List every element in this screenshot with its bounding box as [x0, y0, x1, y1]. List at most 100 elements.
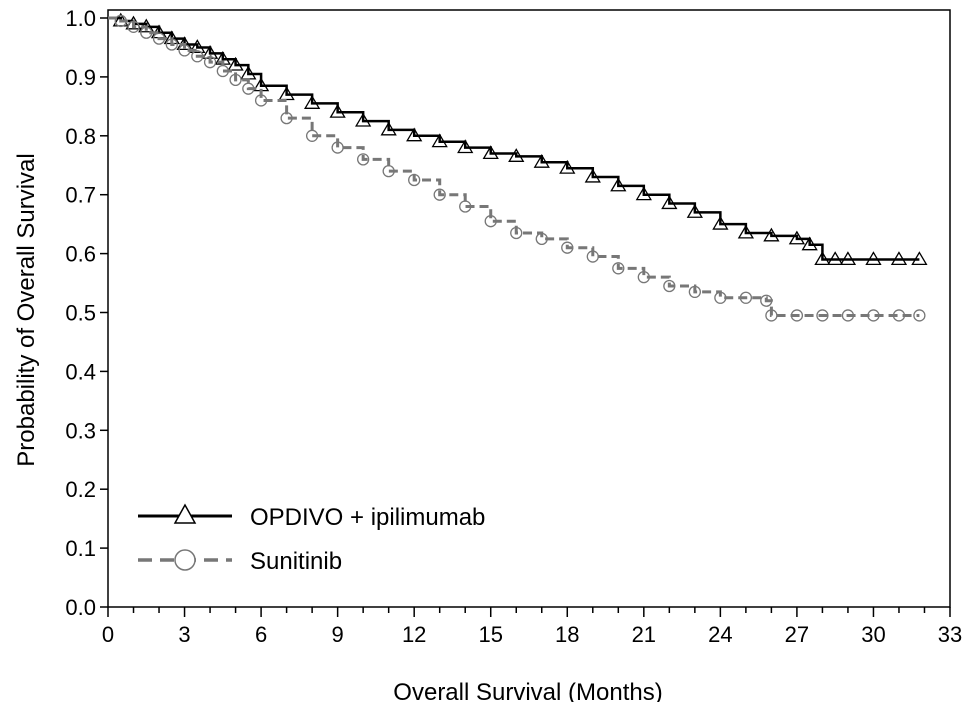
y-tick-label: 0.9 [65, 65, 96, 90]
censor-marker [763, 227, 780, 242]
censor-marker [189, 39, 206, 53]
censor-marker [114, 14, 127, 28]
series-sunitinib [108, 14, 926, 322]
plot-frame [107, 9, 951, 608]
censor-marker [867, 309, 880, 322]
censor-marker [827, 251, 844, 266]
censor-marker [508, 148, 525, 162]
censor-marker [216, 64, 229, 78]
censor-marker [229, 73, 242, 86]
censor-marker [890, 251, 908, 266]
survival-curve [108, 16, 920, 261]
legend: OPDIVO + ipilimumab Sunitinib [138, 503, 485, 575]
censor-marker [482, 145, 499, 160]
x-tick-label: 12 [402, 622, 426, 647]
censor-marker [152, 32, 166, 45]
censor-marker [191, 50, 204, 63]
x-tick-label: 24 [708, 622, 732, 647]
y-tick-label: 0.1 [65, 536, 96, 561]
censor-marker [737, 224, 755, 239]
censor-marker [661, 195, 678, 210]
censor-marker [203, 56, 217, 69]
censor-marker [637, 271, 650, 284]
censor-marker [814, 251, 831, 266]
x-tick-label: 21 [632, 622, 656, 647]
legend-triangle-icon [173, 503, 197, 524]
censor-marker [278, 86, 295, 101]
censor-marker [561, 241, 574, 254]
censor-marker [227, 56, 244, 71]
censor-marker [178, 44, 191, 57]
x-axis-title: Overall Survival (Months) [393, 679, 662, 702]
censor-marker [382, 164, 395, 178]
x-tick-label: 33 [938, 622, 962, 647]
censor-marker [788, 230, 806, 245]
censor-marker [484, 215, 497, 228]
censor-marker [816, 309, 829, 322]
censor-marker [839, 251, 857, 266]
censor-marker [688, 285, 701, 299]
censor-marker [765, 309, 778, 322]
censor-marker [584, 168, 601, 183]
censor-marker [127, 20, 140, 33]
censor-marker [913, 309, 926, 322]
censor-marker [329, 103, 346, 118]
y-tick-label: 0.4 [65, 359, 96, 384]
y-tick-label: 0.6 [65, 242, 96, 267]
censor-marker [357, 153, 370, 166]
x-tick-label: 15 [478, 622, 502, 647]
censor-marker [380, 121, 397, 136]
censor-marker [892, 309, 906, 322]
x-tick-label: 27 [785, 622, 809, 647]
axes: 0.0 0.1 0.2 0.3 0.4 0.5 0.6 0.7 0.8 0.9 1.0 0 3 6 9 12 1… [65, 6, 962, 647]
censor-marker [280, 111, 293, 125]
y-tick-label: 0.0 [65, 595, 96, 620]
censor-marker [355, 112, 372, 127]
censor-marker [406, 127, 423, 142]
x-tick-label: 30 [861, 622, 885, 647]
censor-marker [865, 251, 882, 266]
censor-marker [535, 232, 548, 246]
censor-marker [242, 82, 255, 95]
censor-marker [303, 95, 321, 109]
y-tick-label: 1.0 [65, 6, 96, 31]
censor-marker [739, 291, 753, 304]
censor-marker [841, 309, 855, 322]
x-tick-label: 0 [102, 622, 114, 647]
censor-marker [305, 129, 319, 142]
censor-marker [533, 154, 550, 168]
censor-marker [457, 139, 474, 154]
y-tick-label: 0.2 [65, 477, 96, 502]
censor-marker [610, 177, 627, 192]
y-tick-label: 0.7 [65, 183, 96, 208]
x-tick-label: 6 [255, 622, 267, 647]
censor-marker [165, 38, 178, 51]
censor-marker [801, 236, 818, 251]
censor-marker [459, 200, 472, 213]
censor-marker [714, 291, 727, 304]
y-tick-label: 0.8 [65, 124, 96, 149]
censor-marker [254, 94, 268, 107]
x-tick-label: 9 [332, 622, 344, 647]
censor-marker [790, 309, 804, 322]
censor-marker [712, 215, 729, 230]
y-tick-label: 0.5 [65, 301, 96, 326]
x-tick-label: 18 [555, 622, 579, 647]
series-layer [108, 12, 928, 322]
censor-marker [686, 204, 703, 218]
legend-label: Sunitinib [250, 548, 342, 575]
survival-curve [108, 16, 920, 317]
legend-label: OPDIVO + ipilimumab [250, 504, 485, 531]
y-tick-label: 0.3 [65, 418, 96, 443]
censor-marker [635, 186, 652, 201]
censor-marker [559, 159, 576, 174]
censor-marker [140, 26, 153, 39]
censor-marker [431, 133, 448, 148]
censor-marker [510, 226, 523, 240]
censor-marker [433, 188, 446, 201]
legend-circle-icon [174, 549, 196, 571]
censor-marker [586, 250, 599, 263]
x-tick-label: 3 [178, 622, 190, 647]
censor-marker [760, 294, 773, 307]
